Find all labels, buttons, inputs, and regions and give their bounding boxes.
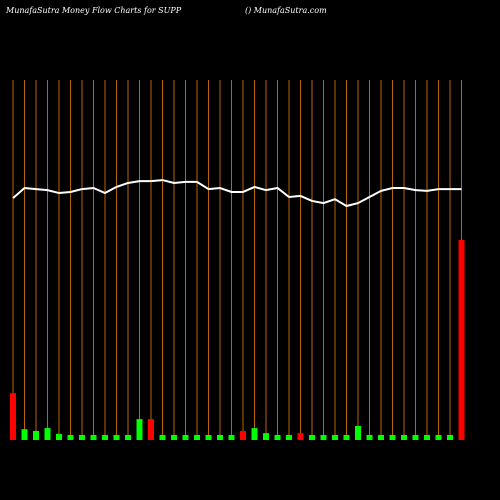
bar bbox=[435, 434, 442, 440]
money-flow-line bbox=[12, 179, 462, 208]
bar bbox=[113, 434, 120, 440]
bar bbox=[56, 433, 62, 440]
bar bbox=[125, 434, 131, 440]
bar bbox=[389, 434, 396, 440]
bar bbox=[67, 434, 74, 440]
bar bbox=[332, 434, 338, 440]
bar bbox=[378, 434, 384, 440]
bar bbox=[447, 434, 453, 440]
bar bbox=[412, 434, 419, 440]
bar bbox=[228, 434, 235, 440]
bar bbox=[21, 429, 28, 440]
bar bbox=[79, 434, 85, 440]
bar bbox=[355, 425, 361, 440]
bar bbox=[217, 434, 223, 440]
bar bbox=[159, 434, 166, 440]
bar bbox=[424, 434, 430, 440]
bar bbox=[10, 393, 16, 440]
bar bbox=[102, 434, 108, 440]
bar bbox=[297, 433, 304, 440]
bar bbox=[286, 434, 292, 440]
bar bbox=[136, 419, 143, 440]
bar bbox=[44, 428, 51, 440]
bar bbox=[240, 431, 246, 440]
bar bbox=[205, 434, 212, 440]
bar bbox=[366, 434, 373, 440]
bar bbox=[251, 428, 258, 440]
bar bbox=[148, 419, 154, 440]
chart-subtitle: () MunafaSutra.com bbox=[245, 6, 327, 15]
bar bbox=[171, 434, 177, 440]
bar bbox=[309, 434, 315, 440]
chart-title: MunafaSutra Money Flow Charts for SUPP bbox=[5, 6, 182, 15]
bar bbox=[263, 433, 269, 440]
bar bbox=[343, 434, 350, 440]
bar bbox=[458, 239, 465, 440]
bar bbox=[401, 434, 407, 440]
bar bbox=[33, 431, 39, 440]
bar bbox=[182, 434, 189, 440]
bar bbox=[320, 434, 327, 440]
bar bbox=[90, 434, 97, 440]
bar bbox=[274, 434, 281, 440]
bar bbox=[194, 434, 200, 440]
